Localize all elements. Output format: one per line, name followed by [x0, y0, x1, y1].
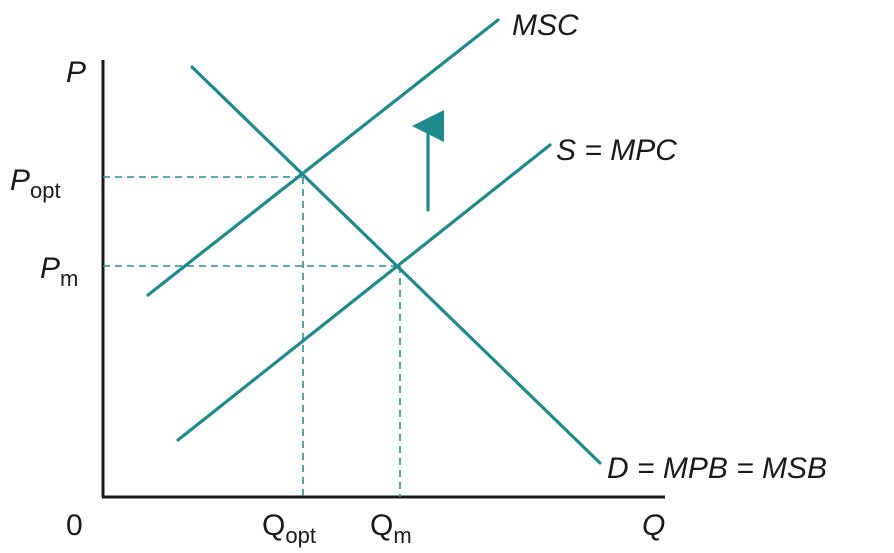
x-axis-label: Q — [642, 509, 665, 542]
supply-label: S = MPC — [556, 134, 677, 167]
q-m-label: Qm — [370, 509, 412, 548]
demand-mpb-msb-curve — [190, 65, 602, 465]
p-opt-label: Popt — [10, 164, 61, 203]
demand-label: D = MPB = MSB — [607, 452, 827, 485]
msc-label: MSC — [512, 9, 579, 42]
q-opt-label: Qopt — [262, 509, 316, 548]
msc-curve — [146, 18, 500, 297]
origin-label: 0 — [66, 509, 83, 542]
y-axis-label: P — [66, 56, 86, 89]
supply-mpc-curve — [176, 143, 552, 442]
p-m-label: Pm — [40, 252, 78, 291]
